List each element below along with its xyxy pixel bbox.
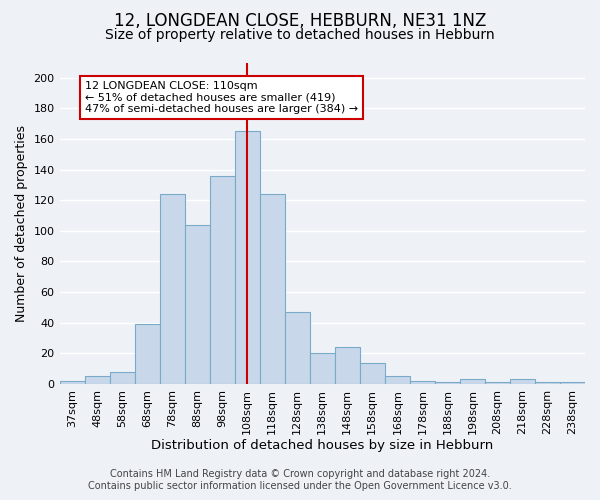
Bar — [410, 381, 435, 384]
Bar — [385, 376, 410, 384]
Bar — [209, 176, 235, 384]
Text: Contains HM Land Registry data © Crown copyright and database right 2024.
Contai: Contains HM Land Registry data © Crown c… — [88, 470, 512, 491]
Bar — [85, 376, 110, 384]
Bar — [485, 382, 510, 384]
Bar — [360, 362, 385, 384]
Bar — [435, 382, 460, 384]
Bar — [310, 354, 335, 384]
Bar — [160, 194, 185, 384]
Bar — [260, 194, 285, 384]
Bar — [59, 381, 85, 384]
Bar — [110, 372, 134, 384]
Bar — [460, 380, 485, 384]
Bar — [285, 312, 310, 384]
Bar — [185, 225, 209, 384]
Text: Size of property relative to detached houses in Hebburn: Size of property relative to detached ho… — [105, 28, 495, 42]
Y-axis label: Number of detached properties: Number of detached properties — [15, 124, 28, 322]
Bar — [335, 347, 360, 384]
Bar — [235, 132, 260, 384]
Bar — [510, 380, 535, 384]
Text: 12, LONGDEAN CLOSE, HEBBURN, NE31 1NZ: 12, LONGDEAN CLOSE, HEBBURN, NE31 1NZ — [114, 12, 486, 30]
Bar — [560, 382, 585, 384]
X-axis label: Distribution of detached houses by size in Hebburn: Distribution of detached houses by size … — [151, 440, 493, 452]
Bar — [535, 382, 560, 384]
Text: 12 LONGDEAN CLOSE: 110sqm
← 51% of detached houses are smaller (419)
47% of semi: 12 LONGDEAN CLOSE: 110sqm ← 51% of detac… — [85, 81, 358, 114]
Bar — [134, 324, 160, 384]
